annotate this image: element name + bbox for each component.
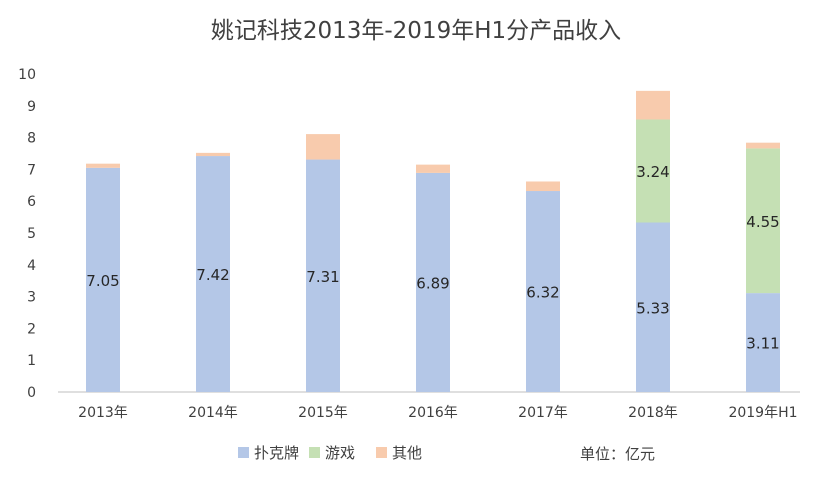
- x-tick-label: 2016年: [408, 405, 458, 421]
- y-tick-label: 6: [27, 194, 36, 210]
- bar-segment: [636, 119, 670, 223]
- bar-segment: [306, 134, 340, 160]
- bar-segment: [746, 148, 780, 294]
- bar-segment: [416, 164, 450, 173]
- data-label: 3.11: [746, 335, 779, 353]
- y-tick-label: 3: [27, 290, 36, 306]
- legend-swatch: [309, 447, 320, 458]
- x-tick-label: 2018年: [628, 405, 678, 421]
- bar-segment: [746, 293, 780, 392]
- data-label: 6.89: [416, 274, 449, 292]
- bar-segment: [636, 222, 670, 392]
- bar-segment: [306, 159, 340, 392]
- legend: 扑克牌 游戏 其他: [238, 444, 422, 462]
- legend-label: 游戏: [325, 444, 355, 462]
- y-tick-label: 9: [27, 99, 36, 115]
- bars-group: 7.05 7.42 7.31 6.89 6.32 5.33 3.24 3.11 4.55: [86, 90, 780, 392]
- data-label: 7.05: [86, 272, 119, 290]
- data-label: 5.33: [636, 299, 669, 317]
- bar-segment: [196, 152, 230, 157]
- unit-note: 单位：亿元: [580, 445, 655, 463]
- bar-segment: [526, 191, 560, 392]
- legend-swatch: [376, 447, 387, 458]
- data-label: 3.24: [636, 163, 669, 181]
- y-tick-label: 8: [27, 131, 36, 147]
- bar-segment: [86, 163, 120, 168]
- y-tick-label: 0: [27, 385, 36, 401]
- x-tick-label: 2013年: [78, 405, 128, 421]
- data-label: 7.31: [306, 268, 339, 286]
- y-tick-label: 7: [27, 162, 36, 178]
- legend-swatch: [238, 447, 249, 458]
- bar-segment: [526, 181, 560, 192]
- data-label: 6.32: [526, 284, 559, 302]
- y-tick-label: 1: [27, 353, 36, 369]
- y-axis: 0 1 2 3 4 5 6 7 8 9 10: [18, 67, 36, 401]
- legend-label: 其他: [392, 444, 422, 462]
- x-tick-label: 2015年: [298, 405, 348, 421]
- bar-segment: [746, 142, 780, 149]
- y-tick-label: 2: [27, 321, 36, 337]
- bar-segment: [416, 172, 450, 392]
- bar-segment: [196, 156, 230, 392]
- legend-label: 扑克牌: [254, 444, 299, 462]
- y-tick-label: 5: [27, 226, 36, 242]
- data-label: 4.55: [746, 213, 779, 231]
- bar-segment: [86, 167, 120, 392]
- y-tick-label: 4: [27, 258, 36, 274]
- bar-segment: [636, 90, 670, 120]
- x-tick-label: 2019年H1: [728, 405, 797, 421]
- chart-title: 姚记科技2013年-2019年H1分产品收入: [211, 18, 621, 44]
- x-axis: 2013年 2014年 2015年 2016年 2017年 2018年 2019年H1: [78, 405, 797, 421]
- y-tick-label: 10: [18, 67, 36, 83]
- x-tick-label: 2017年: [518, 405, 568, 421]
- data-label: 7.42: [196, 266, 229, 284]
- x-tick-label: 2014年: [188, 405, 238, 421]
